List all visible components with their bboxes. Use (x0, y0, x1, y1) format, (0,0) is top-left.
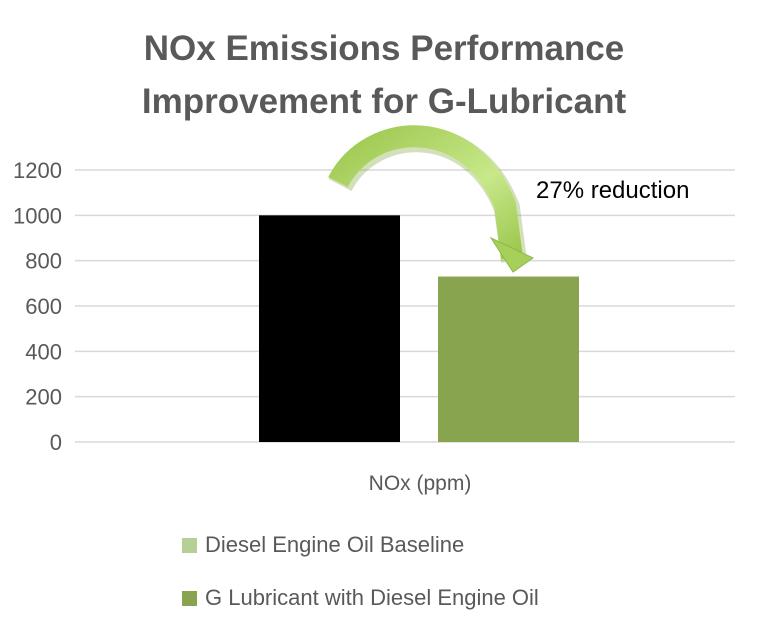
legend-swatch (182, 537, 197, 553)
y-tick-label: 0 (50, 430, 62, 455)
bar-g-lubricant (438, 276, 579, 442)
y-tick-label: 600 (25, 294, 62, 319)
legend-item-baseline: Diesel Engine Oil Baseline (182, 532, 464, 558)
legend-swatch (182, 590, 197, 606)
chart-title: NOx Emissions Performance Improvement fo… (0, 22, 768, 128)
category-label: NOx (ppm) (369, 472, 472, 495)
y-tick-label: 800 (25, 249, 62, 274)
legend-label: Diesel Engine Oil Baseline (205, 532, 465, 557)
legend-item-g-lubricant: G Lubricant with Diesel Engine Oil (182, 585, 539, 611)
y-tick-label: 1200 (13, 158, 62, 183)
y-tick-label: 400 (25, 339, 62, 364)
reduction-arrow (328, 125, 534, 273)
y-tick-label: 200 (25, 385, 62, 410)
annotation-label: 27% reduction (536, 177, 689, 204)
y-tick-label: 1000 (13, 203, 62, 228)
legend-label: G Lubricant with Diesel Engine Oil (205, 585, 539, 610)
title-line-1: NOx Emissions Performance (143, 29, 625, 68)
title-line-2: Improvement for G-Lubricant (141, 82, 627, 121)
bar-baseline (259, 215, 400, 442)
